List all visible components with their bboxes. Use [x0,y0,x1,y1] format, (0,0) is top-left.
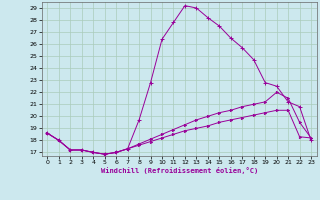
X-axis label: Windchill (Refroidissement éolien,°C): Windchill (Refroidissement éolien,°C) [100,167,258,174]
